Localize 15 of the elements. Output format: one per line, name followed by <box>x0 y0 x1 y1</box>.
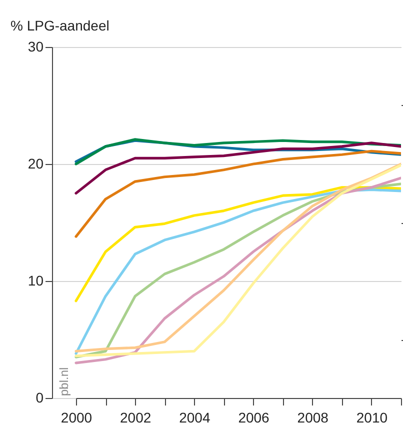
x-tick-label: 2006 <box>238 410 270 426</box>
text: pbl.nl <box>57 367 71 396</box>
x-tick-label: 2004 <box>179 410 210 426</box>
line-series <box>74 142 401 195</box>
y-tick-label: 30 <box>28 38 44 54</box>
y-tick-label: 0 <box>36 390 44 406</box>
line-series <box>74 186 401 302</box>
y-axis-title: % LPG-aandeel <box>10 18 110 34</box>
x-tick-label: 2000 <box>60 410 92 426</box>
y-tick-label: 10 <box>28 272 44 288</box>
x-tick-label: 2010 <box>356 410 388 426</box>
x-tick-label: 2002 <box>120 410 152 426</box>
y-tick-label: 20 <box>28 156 44 172</box>
x-tick-label: 2008 <box>297 410 329 426</box>
line-series <box>74 150 401 238</box>
